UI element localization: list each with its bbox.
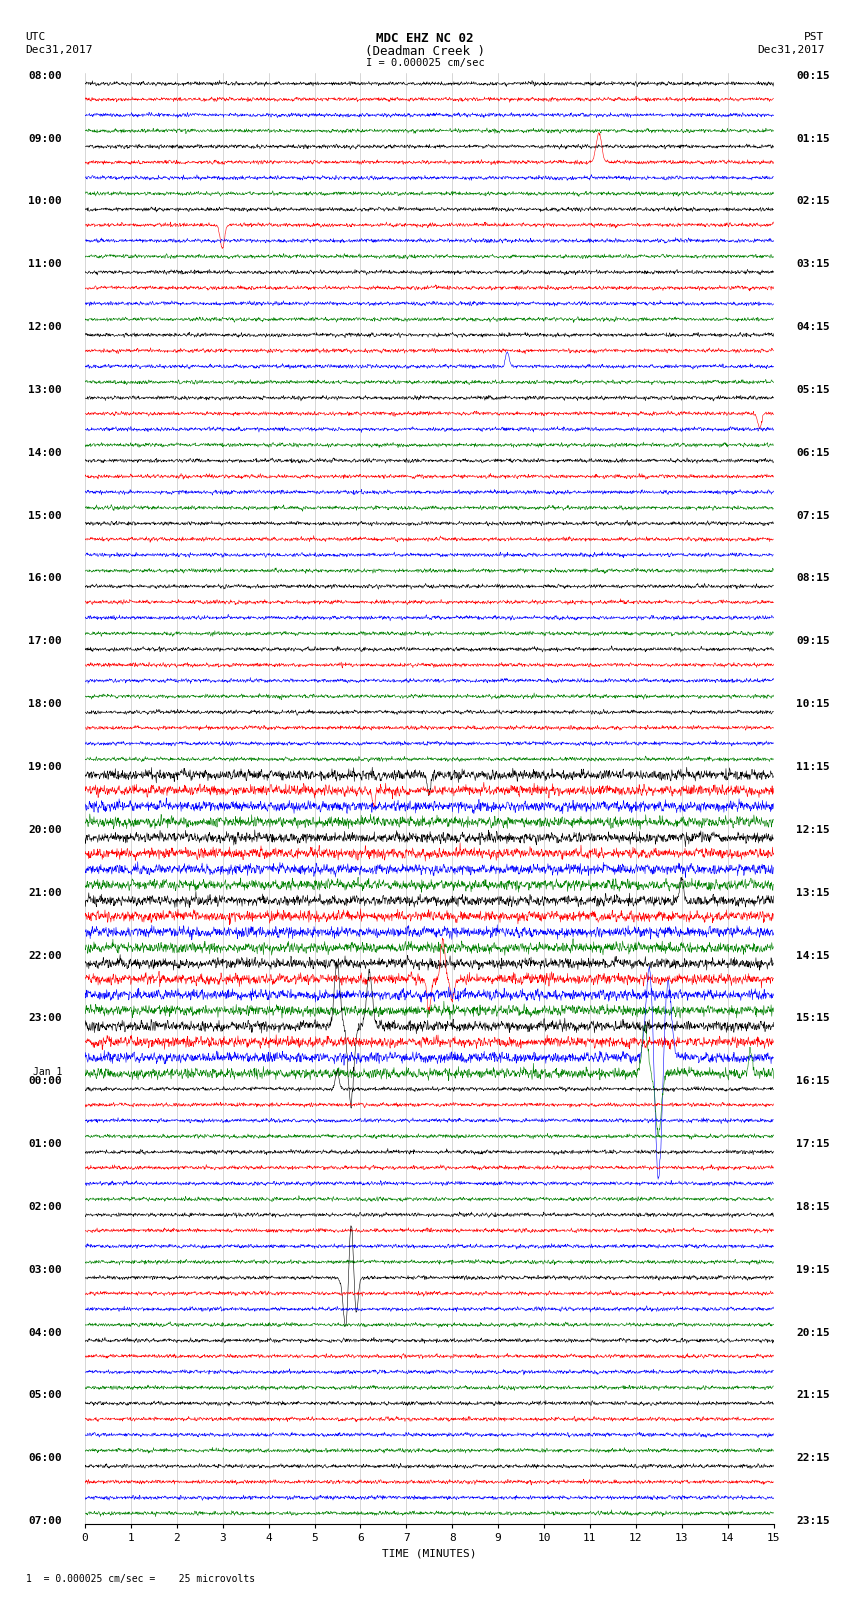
Text: 23:15: 23:15 — [796, 1516, 830, 1526]
Text: Dec31,2017: Dec31,2017 — [757, 45, 824, 55]
Text: 07:00: 07:00 — [28, 1516, 62, 1526]
Text: 07:15: 07:15 — [796, 511, 830, 521]
Text: 08:00: 08:00 — [28, 71, 62, 81]
Text: 02:00: 02:00 — [28, 1202, 62, 1211]
Text: 00:00: 00:00 — [28, 1076, 62, 1086]
Text: 01:00: 01:00 — [28, 1139, 62, 1148]
Text: 08:15: 08:15 — [796, 574, 830, 584]
Text: 23:00: 23:00 — [28, 1013, 62, 1023]
Text: 11:00: 11:00 — [28, 260, 62, 269]
Text: 05:15: 05:15 — [796, 386, 830, 395]
Text: 22:00: 22:00 — [28, 950, 62, 961]
Text: 12:15: 12:15 — [796, 824, 830, 836]
Text: 17:15: 17:15 — [796, 1139, 830, 1148]
Text: PST: PST — [804, 32, 824, 42]
Text: 10:00: 10:00 — [28, 197, 62, 206]
Text: 19:15: 19:15 — [796, 1265, 830, 1274]
Text: 16:15: 16:15 — [796, 1076, 830, 1086]
Text: 10:15: 10:15 — [796, 698, 830, 710]
Text: 22:15: 22:15 — [796, 1453, 830, 1463]
Text: 02:15: 02:15 — [796, 197, 830, 206]
Text: 01:15: 01:15 — [796, 134, 830, 144]
Text: 15:15: 15:15 — [796, 1013, 830, 1023]
Text: UTC: UTC — [26, 32, 46, 42]
Text: MDC EHZ NC 02: MDC EHZ NC 02 — [377, 32, 473, 45]
Text: 03:00: 03:00 — [28, 1265, 62, 1274]
Text: 09:15: 09:15 — [796, 636, 830, 647]
Text: 15:00: 15:00 — [28, 511, 62, 521]
X-axis label: TIME (MINUTES): TIME (MINUTES) — [382, 1548, 477, 1558]
Text: I = 0.000025 cm/sec: I = 0.000025 cm/sec — [366, 58, 484, 68]
Text: 19:00: 19:00 — [28, 761, 62, 773]
Text: 04:15: 04:15 — [796, 323, 830, 332]
Text: 03:15: 03:15 — [796, 260, 830, 269]
Text: 05:00: 05:00 — [28, 1390, 62, 1400]
Text: 18:15: 18:15 — [796, 1202, 830, 1211]
Text: Jan 1: Jan 1 — [32, 1066, 62, 1077]
Text: Dec31,2017: Dec31,2017 — [26, 45, 93, 55]
Text: 16:00: 16:00 — [28, 574, 62, 584]
Text: 20:00: 20:00 — [28, 824, 62, 836]
Text: 00:15: 00:15 — [796, 71, 830, 81]
Text: 13:00: 13:00 — [28, 386, 62, 395]
Text: 17:00: 17:00 — [28, 636, 62, 647]
Text: 14:00: 14:00 — [28, 448, 62, 458]
Text: 1  = 0.000025 cm/sec =    25 microvolts: 1 = 0.000025 cm/sec = 25 microvolts — [26, 1574, 255, 1584]
Text: (Deadman Creek ): (Deadman Creek ) — [365, 45, 485, 58]
Text: 21:15: 21:15 — [796, 1390, 830, 1400]
Text: 14:15: 14:15 — [796, 950, 830, 961]
Text: 13:15: 13:15 — [796, 887, 830, 898]
Text: 21:00: 21:00 — [28, 887, 62, 898]
Text: 18:00: 18:00 — [28, 698, 62, 710]
Text: 09:00: 09:00 — [28, 134, 62, 144]
Text: 06:00: 06:00 — [28, 1453, 62, 1463]
Text: 11:15: 11:15 — [796, 761, 830, 773]
Text: 06:15: 06:15 — [796, 448, 830, 458]
Text: 04:00: 04:00 — [28, 1327, 62, 1337]
Text: 12:00: 12:00 — [28, 323, 62, 332]
Text: 20:15: 20:15 — [796, 1327, 830, 1337]
